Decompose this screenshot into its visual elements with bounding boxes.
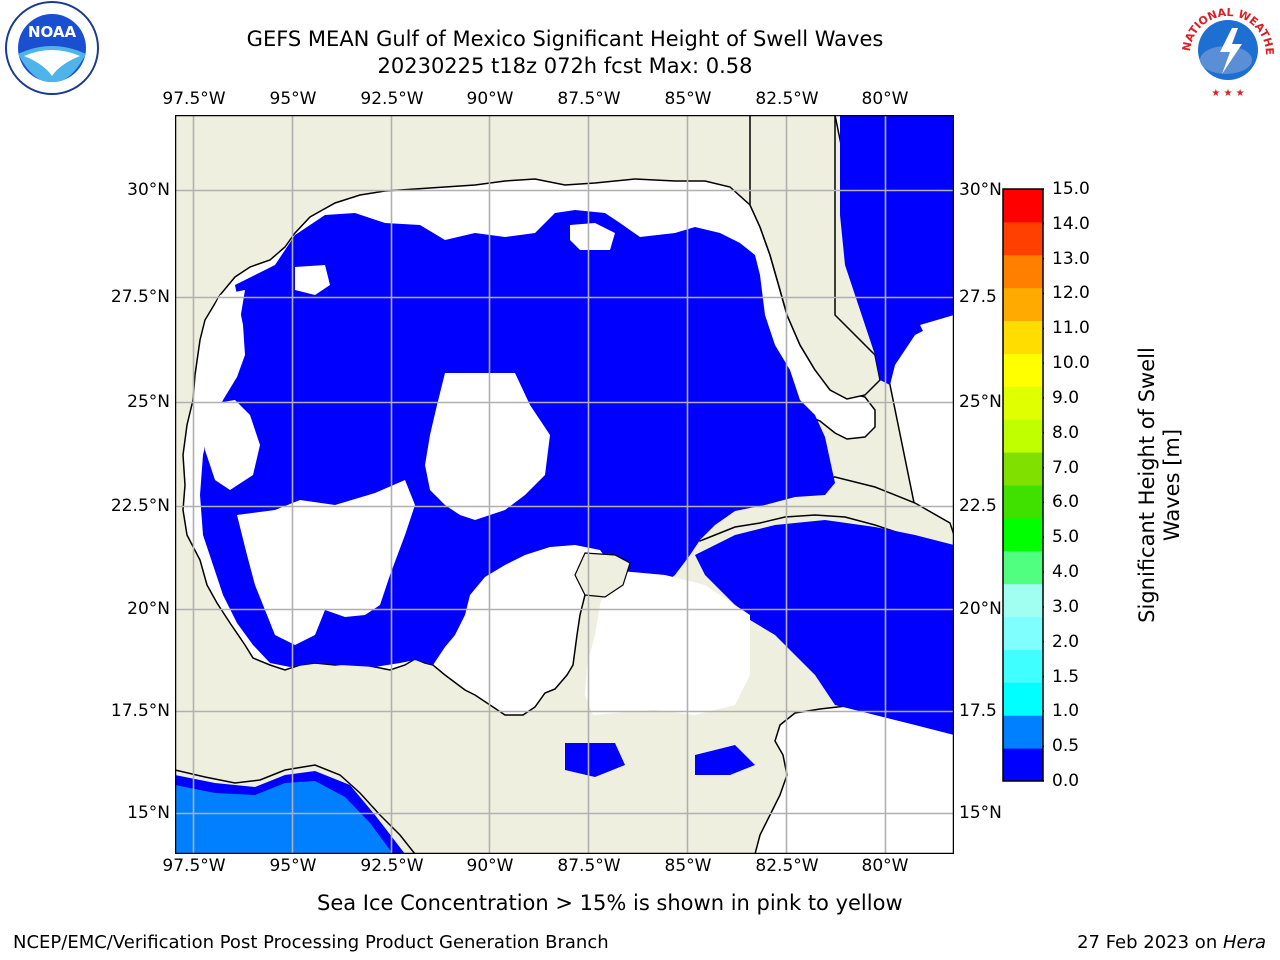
colorbar-segment [1003, 748, 1043, 782]
graticule [175, 115, 954, 854]
lon-label-top: 87.5°W [557, 89, 621, 109]
sea-ice-note: Sea Ice Concentration > 15% is shown in … [317, 891, 903, 915]
nws-logo: NATIONAL WEATHER SERVICE ★ ★ ★ [1176, 2, 1276, 99]
footer-right: 27 Feb 2023 on Hera [1077, 932, 1266, 953]
colorbar-segment [1003, 221, 1043, 256]
colorbar-segment [1003, 287, 1043, 322]
colorbar-segment [1003, 517, 1043, 552]
colorbar-segment [1003, 254, 1043, 289]
lon-label-top: 85°W [664, 89, 712, 109]
colorbar-segment [1003, 386, 1043, 420]
colorbar-tick-label: 2.0 [1052, 631, 1080, 652]
colorbar-tick-label: 6.0 [1052, 492, 1080, 513]
colorbar-segment [1003, 715, 1043, 749]
lat-label-right: 15°N [959, 803, 1002, 823]
colorbar-segment [1003, 649, 1043, 683]
colorbar-segment [1003, 583, 1043, 618]
colorbar [1002, 188, 1044, 782]
colorbar-tick-label: 0.5 [1052, 736, 1080, 757]
colorbar-tick-label: 1.0 [1052, 701, 1080, 722]
lon-label-bottom: 85°W [664, 856, 712, 876]
chart-title: GEFS MEAN Gulf of Mexico Significant Hei… [246, 27, 884, 51]
lon-label-top: 90°W [466, 89, 514, 109]
colorbar-tick-label: 0.0 [1052, 771, 1080, 791]
colorbar-tick-label: 10.0 [1052, 353, 1090, 374]
lat-label-left: 20°N [127, 599, 170, 619]
lon-label-bottom: 90°W [466, 856, 514, 876]
lon-label-top: 82.5°W [755, 89, 819, 109]
colorbar-tick-label: 7.0 [1052, 457, 1080, 478]
footer-host: Hera [1222, 932, 1266, 953]
colorbar-segment [1003, 320, 1043, 354]
lon-label-bottom: 92.5°W [360, 856, 424, 876]
lat-label-left: 27.5°N [110, 287, 170, 307]
colorbar-tick-label: 11.0 [1052, 318, 1090, 339]
colorbar-tick-label: 13.0 [1052, 248, 1090, 269]
colorbar-tick-label: 12.0 [1052, 283, 1090, 304]
lat-label-left: 25°N [127, 392, 170, 412]
colorbar-tick-label: 4.0 [1052, 562, 1080, 583]
pacific-coastline [175, 764, 416, 854]
footer-left: NCEP/EMC/Verification Post Processing Pr… [13, 932, 609, 953]
lon-label-bottom: 95°W [269, 856, 317, 876]
lon-label-top: 80°W [861, 89, 909, 109]
noaa-logo: NOAA [5, 1, 99, 95]
lat-label-right: 30°N [959, 180, 1002, 200]
colorbar-segment [1003, 353, 1043, 387]
lon-label-bottom: 97.5°W [162, 856, 226, 876]
lat-label-left: 15°N [127, 803, 170, 823]
swell-gaps [200, 223, 954, 715]
colorbar-label: Significant Height of Swell Waves [m] [1135, 340, 1185, 630]
colorbar-segment [1003, 419, 1043, 453]
colorbar-segment [1003, 452, 1043, 486]
colorbar-tick-label: 1.5 [1052, 666, 1080, 687]
florida-peninsula [749, 115, 881, 400]
colorbar-segment [1003, 550, 1043, 585]
lon-label-bottom: 80°W [861, 856, 909, 876]
noaa-logo-text: NOAA [28, 23, 77, 41]
lat-label-right: 17.5 [959, 701, 997, 721]
svg-text:★ ★ ★: ★ ★ ★ [1211, 88, 1244, 99]
chart-subtitle: 20230225 t18z 072h fcst Max: 0.58 [377, 54, 753, 78]
colorbar-tick-label: 3.0 [1052, 596, 1080, 617]
colorbar-segment [1003, 616, 1043, 650]
lon-label-bottom: 87.5°W [557, 856, 621, 876]
map-panel [175, 115, 954, 854]
lat-label-left: 17.5°N [110, 701, 170, 721]
lat-label-right: 25°N [959, 392, 1002, 412]
lon-label-top: 95°W [269, 89, 317, 109]
colorbar-label-line2: Waves [m] [1160, 428, 1184, 542]
lat-label-left: 22.5°N [110, 496, 170, 516]
lat-label-right: 22.5 [959, 496, 997, 516]
colorbar-tick-label: 14.0 [1052, 213, 1090, 234]
colorbar-tick-label: 8.0 [1052, 422, 1080, 443]
lon-label-bottom: 82.5°W [755, 856, 819, 876]
colorbar-tick-label: 5.0 [1052, 527, 1080, 548]
colorbar-label-line1: Significant Height of Swell [1135, 347, 1159, 623]
colorbar-tick-label: 9.0 [1052, 387, 1080, 408]
lat-label-right: 27.5 [959, 287, 997, 307]
colorbar-frame [1002, 188, 1044, 782]
footer-date: 27 Feb 2023 on [1077, 932, 1223, 953]
map-frame [175, 115, 954, 854]
lat-label-right: 20°N [959, 599, 1002, 619]
colorbar-segment [1003, 189, 1043, 223]
pacific-swell-band-2 [175, 781, 393, 854]
lon-label-top: 92.5°W [360, 89, 424, 109]
colorbar-segment [1003, 485, 1043, 519]
colorbar-segment [1003, 682, 1043, 716]
lat-label-left: 30°N [127, 180, 170, 200]
colorbar-tick-label: 15.0 [1052, 179, 1090, 199]
lon-label-top: 97.5°W [162, 89, 226, 109]
